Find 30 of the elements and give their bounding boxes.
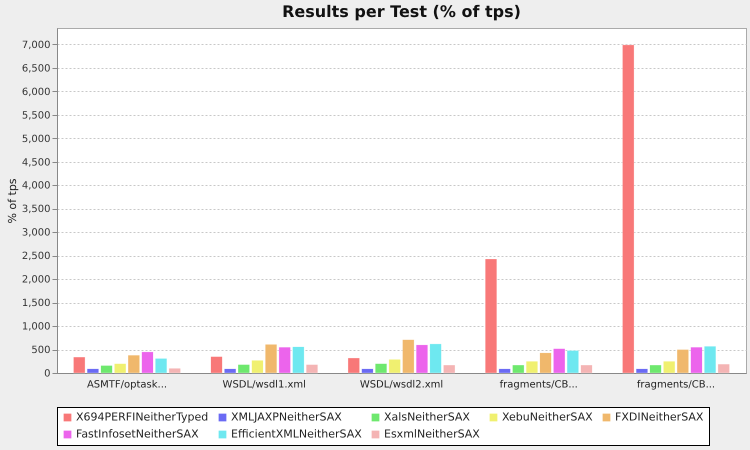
chart-title: Results per Test (% of tps) [282, 2, 521, 21]
y-tick-label: 6,000 [22, 86, 50, 98]
legend-label: XebuNeitherSAX [502, 410, 594, 424]
y-tick-label: 2,500 [22, 251, 50, 262]
y-axis-title: % of tps [6, 178, 19, 224]
y-tick-label: 7,000 [22, 40, 50, 51]
legend-label: EsxmlNeitherSAX [384, 428, 480, 440]
y-tick-label: 5,500 [22, 110, 50, 122]
y-tick-label: 4,000 [22, 180, 50, 192]
y-tick-label: 6,500 [22, 63, 50, 74]
legend-label: XalsNeitherSAX [384, 410, 470, 424]
x-tick-label: ASMTF/optask... [86, 380, 168, 390]
y-tick-label: 500 [31, 345, 50, 356]
y-tick-label: 1,000 [22, 322, 50, 333]
legend-label: FXDINeitherSAX [615, 410, 704, 424]
legend-label: FastInfosetNeitherSAX [76, 428, 200, 440]
y-tick-label: 4,500 [22, 157, 50, 168]
y-tick-label: 3,500 [22, 204, 50, 216]
x-tick-label: fragments/CB... [500, 380, 578, 390]
y-tick-label: 1,500 [22, 298, 50, 310]
legend-label: EfficientXMLNeitherSAX [231, 428, 362, 440]
x-tick-label: fragments/CB... [636, 380, 716, 390]
legend-label: X694PERFINeitherTyped [76, 410, 208, 424]
y-tick-label: 5,000 [22, 134, 50, 145]
x-tick-label: WSDL/wsdl2.xml [360, 380, 444, 390]
legend-label: XMLJAXPNeitherSAX [231, 410, 342, 424]
x-tick-label: WSDL/wsdl1.xml [222, 380, 306, 390]
y-tick-label: 0 [44, 368, 50, 380]
y-tick-label: 2,000 [22, 274, 50, 286]
y-tick-label: 3,000 [22, 228, 50, 239]
